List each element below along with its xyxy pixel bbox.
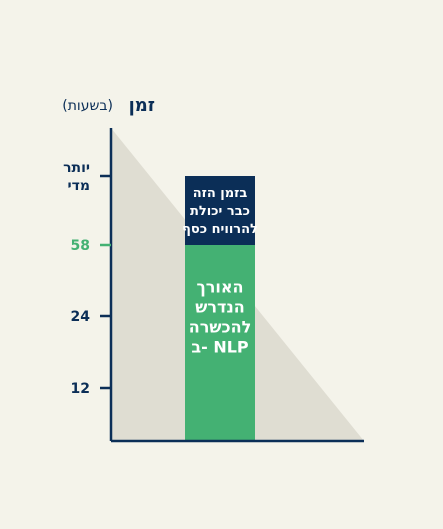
bar-segment-earn-money [185, 176, 255, 245]
y-axis-title: זמן [129, 95, 155, 116]
bar-segment-nlp-training [185, 245, 255, 441]
bar-segment-label-earn-money: בזמן הזה כבר יכולת להרוויח כסף [182, 186, 258, 237]
y-axis-unit: (בשעות) [62, 98, 113, 114]
y-tick-label-58: 58 [71, 238, 90, 254]
chart-marks: 12 24 58 יותר מדי האורך הנדרש להכשרה ב- NLP בזמן … [63, 128, 364, 443]
y-tick-label-12: 12 [71, 381, 90, 397]
axis-title-group: זמן (בשעות) [62, 95, 155, 116]
y-tick-label-more: יותר מדי [63, 160, 90, 194]
y-tick-label-24: 24 [71, 309, 91, 325]
bar-segment-label-nlp-training: האורך הנדרש להכשרה ב- NLP [189, 278, 252, 357]
